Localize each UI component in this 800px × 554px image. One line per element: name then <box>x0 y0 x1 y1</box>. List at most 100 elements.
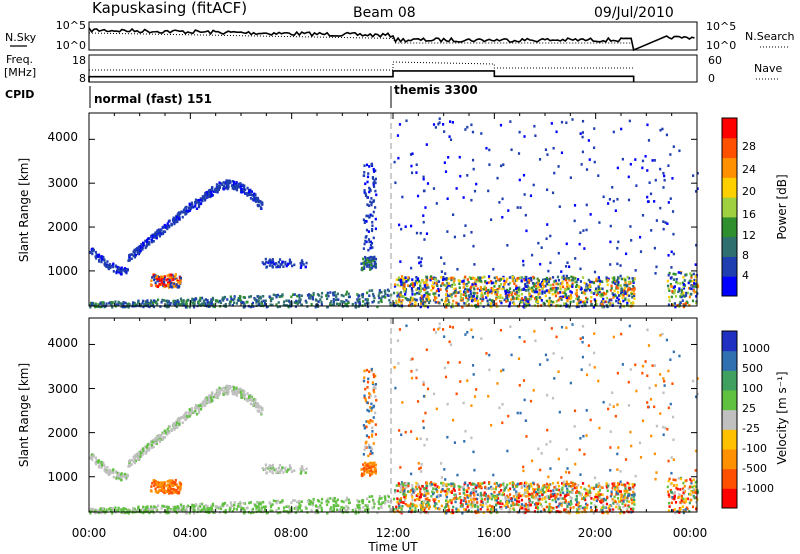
power-point <box>120 302 123 305</box>
velocity-point <box>528 483 531 486</box>
power-point <box>300 261 303 265</box>
power-point <box>593 298 596 301</box>
power-point <box>523 278 526 282</box>
power-point <box>607 300 610 304</box>
velocity-point <box>139 509 143 512</box>
velocity-point <box>486 505 489 509</box>
power-point <box>458 286 461 290</box>
power-point <box>332 291 335 295</box>
power-point <box>532 183 535 187</box>
power-ytick-4000: 4000 <box>47 130 78 144</box>
power-point <box>452 276 455 280</box>
velocity-point <box>471 504 474 508</box>
velocity-point <box>597 491 600 495</box>
velocity-point <box>575 486 578 490</box>
velocity-point <box>539 490 542 494</box>
power-point <box>693 278 696 282</box>
power-point <box>498 286 501 290</box>
velocity-point <box>329 497 332 500</box>
noise-left-tick-bottom: 10^0 <box>56 39 86 52</box>
velocity-point <box>443 483 446 487</box>
velocity-point <box>377 507 380 510</box>
power-point <box>259 295 262 299</box>
power-colorbar-cell-8 <box>722 118 737 139</box>
power-point <box>198 303 201 307</box>
power-point <box>459 290 462 293</box>
power-point <box>246 300 249 304</box>
power-point <box>519 206 522 209</box>
power-point <box>473 277 476 280</box>
velocity-point <box>111 511 114 515</box>
velocity-point <box>139 455 142 458</box>
velocity-point <box>690 481 693 485</box>
power-point <box>516 286 519 290</box>
velocity-point <box>677 477 680 480</box>
velocity-point <box>446 487 449 491</box>
power-point <box>257 303 260 306</box>
power-point <box>518 286 521 290</box>
power-point <box>231 304 234 307</box>
power-point <box>450 276 453 280</box>
velocity-point <box>226 504 229 507</box>
power-point <box>579 267 582 271</box>
power-point <box>395 278 398 281</box>
power-point <box>114 264 117 268</box>
power-point <box>608 197 612 201</box>
power-point <box>543 291 546 294</box>
power-point <box>466 290 470 293</box>
velocity-point <box>668 505 671 508</box>
power-point <box>624 290 627 294</box>
power-point <box>108 263 111 266</box>
velocity-point <box>572 506 575 509</box>
velocity-point <box>674 501 678 504</box>
velocity-point <box>696 490 700 494</box>
velocity-point <box>460 499 463 502</box>
power-point <box>559 296 562 300</box>
velocity-point <box>575 503 578 507</box>
power-point <box>414 300 417 304</box>
power-point <box>473 189 477 193</box>
power-point <box>293 301 296 304</box>
power-point <box>689 272 692 275</box>
power-point <box>573 204 577 207</box>
velocity-point <box>494 496 497 500</box>
velocity-point <box>160 506 163 510</box>
velocity-point <box>129 459 132 462</box>
power-point <box>580 163 583 166</box>
power-point <box>410 287 414 290</box>
velocity-point <box>491 505 494 508</box>
velocity-point <box>243 511 246 515</box>
power-point <box>623 292 626 295</box>
velocity-point <box>420 500 423 504</box>
velocity-point <box>450 484 453 488</box>
power-point <box>683 279 686 282</box>
velocity-point <box>666 485 669 489</box>
velocity-point <box>400 506 403 510</box>
power-point <box>570 275 573 279</box>
power-point <box>152 240 155 243</box>
power-point <box>470 230 473 234</box>
power-point <box>602 297 605 301</box>
velocity-point <box>181 421 184 424</box>
power-point <box>293 263 296 267</box>
power-point <box>373 262 376 266</box>
velocity-point <box>525 481 528 485</box>
velocity-point <box>449 498 452 502</box>
power-point <box>610 284 613 288</box>
power-point <box>141 246 144 249</box>
velocity-point <box>408 490 412 494</box>
power-point <box>626 293 629 297</box>
velocity-point <box>559 502 562 506</box>
velocity-point <box>406 504 410 508</box>
velocity-point <box>595 485 598 489</box>
velocity-point <box>298 499 301 503</box>
power-point <box>437 289 440 293</box>
power-point <box>488 148 491 152</box>
power-point <box>492 267 495 271</box>
power-point <box>291 293 295 296</box>
power-point <box>229 295 232 299</box>
power-point <box>690 284 693 287</box>
power-point <box>396 303 399 307</box>
power-point <box>251 198 254 201</box>
power-point <box>465 283 468 286</box>
